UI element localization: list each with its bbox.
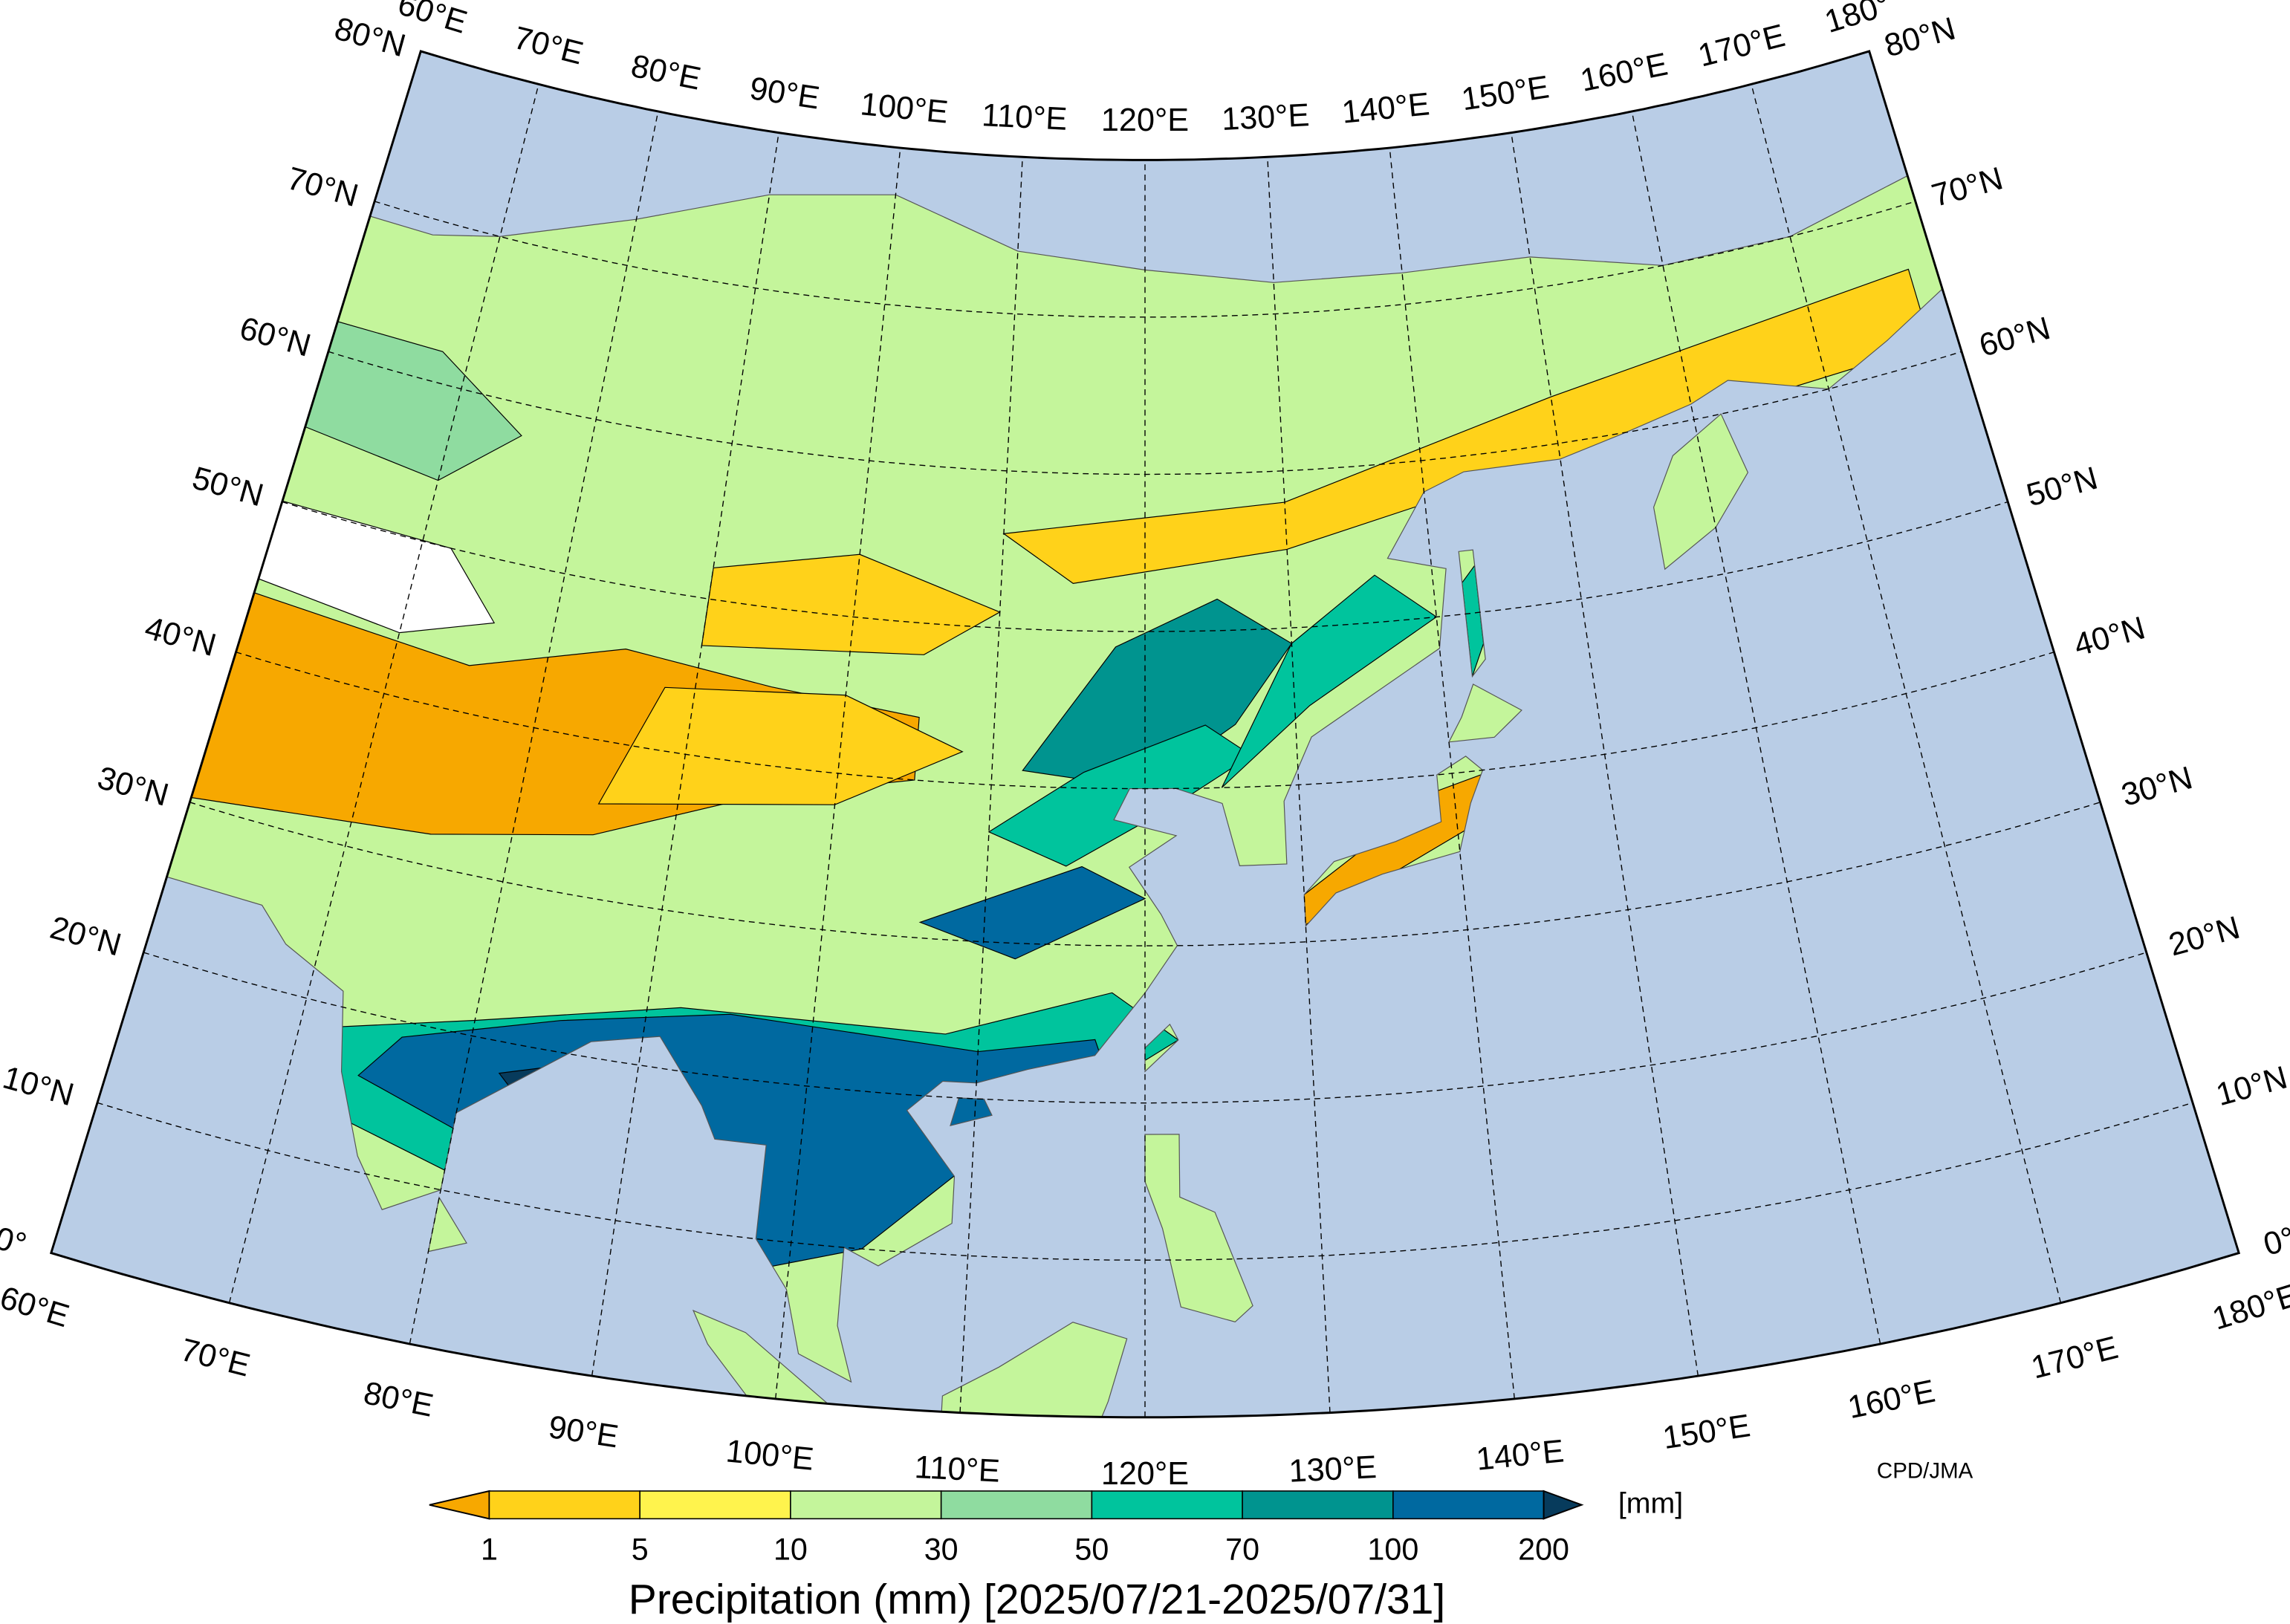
lat-label: 10°N bbox=[2213, 1059, 2290, 1113]
lat-label: 50°N bbox=[2023, 461, 2101, 514]
lat-label: 20°N bbox=[46, 910, 125, 964]
coastline bbox=[134, 163, 1965, 1383]
land-base bbox=[693, 1310, 849, 1417]
lon-label: 70°E bbox=[177, 1332, 253, 1384]
precip-region bbox=[918, 865, 1146, 960]
coastline bbox=[1458, 549, 1486, 678]
colorbar-tick-label: 50 bbox=[1074, 1532, 1109, 1566]
lon-label: 170°E bbox=[1695, 18, 1788, 74]
lon-label: 180°E bbox=[2208, 1277, 2290, 1337]
colorbar-segment bbox=[1392, 1490, 1545, 1520]
coastline bbox=[427, 1196, 467, 1253]
credit: CPD/JMA bbox=[1877, 1458, 1973, 1483]
parallel bbox=[97, 1102, 2193, 1261]
lon-label: 100°E bbox=[859, 86, 950, 131]
lat-label: 0° bbox=[0, 1221, 30, 1263]
parallel bbox=[374, 201, 1916, 318]
lat-label: 40°N bbox=[2070, 610, 2149, 663]
lon-label: 130°E bbox=[1288, 1449, 1378, 1490]
coastline bbox=[1303, 756, 1484, 927]
lon-label: 120°E bbox=[1101, 103, 1189, 138]
colorbar-tick-label: 70 bbox=[1225, 1532, 1259, 1566]
colorbar: 1 5 10 30 50 70 100 200 bbox=[429, 1490, 1584, 1566]
land-base bbox=[428, 1197, 467, 1252]
coastline bbox=[1448, 683, 1522, 743]
parallel bbox=[328, 351, 1962, 475]
lat-label: 40°N bbox=[141, 610, 220, 663]
colorbar-segment bbox=[940, 1490, 1093, 1520]
lon-label: 140°E bbox=[1475, 1433, 1566, 1478]
colorbar-tick-label: 1 bbox=[481, 1532, 498, 1566]
parallel bbox=[236, 652, 2054, 790]
lat-label: 70°N bbox=[1928, 160, 2007, 214]
lon-label: 100°E bbox=[724, 1433, 815, 1478]
lon-label: 110°E bbox=[914, 1449, 1001, 1490]
coastline bbox=[692, 1309, 849, 1417]
lat-label: 50°N bbox=[189, 461, 267, 514]
land bbox=[134, 163, 1965, 1417]
lat-label: 10°N bbox=[0, 1059, 77, 1113]
lon-label: 130°E bbox=[1221, 97, 1311, 137]
precip-region bbox=[1221, 574, 1438, 788]
coastline bbox=[950, 1097, 993, 1127]
land-base bbox=[1653, 414, 1748, 570]
lon-label: 110°E bbox=[981, 97, 1068, 137]
lon-label: 90°E bbox=[546, 1409, 620, 1455]
lon-label: 170°E bbox=[2028, 1330, 2121, 1386]
colorbar-segment bbox=[790, 1490, 942, 1520]
land-base bbox=[1145, 1134, 1253, 1322]
colorbar-over bbox=[1543, 1490, 1584, 1520]
coastline bbox=[1144, 1134, 1253, 1323]
lat-label: 70°N bbox=[283, 160, 362, 214]
graticule bbox=[97, 84, 2193, 1417]
colorbar-segment bbox=[488, 1490, 640, 1520]
colorbar-under bbox=[429, 1490, 490, 1520]
map-border bbox=[49, 50, 2241, 1419]
lon-label: 160°E bbox=[1577, 47, 1670, 99]
precip-region bbox=[597, 686, 964, 805]
lon-label: 90°E bbox=[747, 71, 822, 116]
lat-label: 60°N bbox=[236, 311, 314, 364]
colorbar-tick-label: 10 bbox=[773, 1532, 808, 1566]
lon-label: 70°E bbox=[510, 20, 586, 72]
lat-label: 60°N bbox=[1976, 311, 2054, 364]
parallel bbox=[189, 802, 2101, 946]
colorbar-tick-label: 5 bbox=[632, 1532, 649, 1566]
precip-region bbox=[701, 553, 1001, 655]
lat-label: 0° bbox=[2260, 1221, 2290, 1263]
lon-label: 150°E bbox=[1459, 69, 1551, 117]
lon-label: 80°E bbox=[360, 1375, 436, 1424]
colorbar-tick-label: 30 bbox=[924, 1532, 959, 1566]
coastline bbox=[939, 1322, 1128, 1417]
parallel bbox=[282, 501, 2008, 632]
lon-label: 60°E bbox=[0, 1280, 73, 1335]
parallel bbox=[143, 952, 2147, 1104]
colorbar-segment bbox=[1091, 1490, 1243, 1520]
colorbar-tick-label: 100 bbox=[1367, 1532, 1418, 1566]
colorbar-tick-label: 200 bbox=[1518, 1532, 1569, 1566]
lon-label: 160°E bbox=[1845, 1374, 1938, 1426]
colorbar-segment bbox=[1242, 1490, 1394, 1520]
title: Precipitation (mm) [2025/07/21-2025/07/3… bbox=[629, 1576, 1445, 1623]
lat-label: 30°N bbox=[94, 760, 172, 813]
lon-label: 150°E bbox=[1661, 1408, 1753, 1456]
lon-label: 140°E bbox=[1340, 86, 1431, 131]
lon-label: 80°E bbox=[628, 48, 704, 97]
lat-label: 30°N bbox=[2118, 760, 2196, 813]
lat-label: 20°N bbox=[2165, 910, 2244, 964]
unit: [mm] bbox=[1618, 1487, 1683, 1519]
colorbar-segment bbox=[639, 1490, 791, 1520]
lon-label: 120°E bbox=[1101, 1456, 1189, 1492]
